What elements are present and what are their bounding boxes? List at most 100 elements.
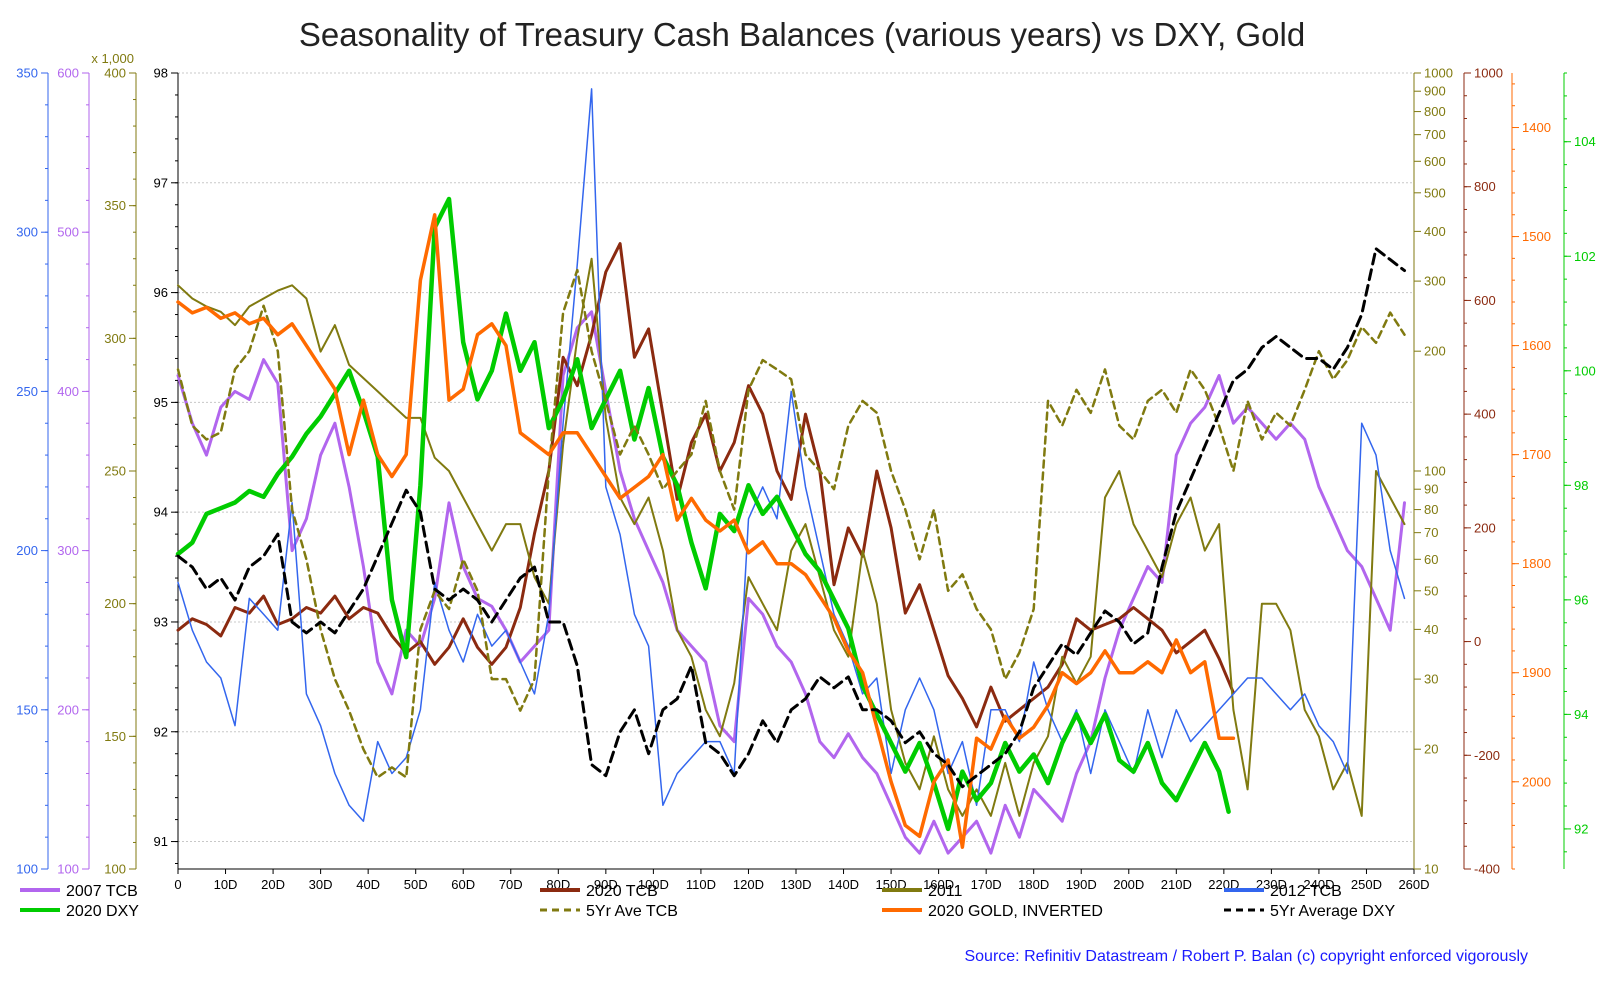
x-tick-label: 200D: [1113, 877, 1144, 892]
x-tick-label: 100D: [638, 877, 669, 892]
x-tick-label: 140D: [828, 877, 859, 892]
legend-label: 2011: [928, 883, 963, 900]
tcb_2007-tick-label: 600: [57, 66, 79, 81]
gold_2020_inverted-tick-label: 1500: [1522, 229, 1551, 244]
tcb_2011-tick-label: 150: [104, 729, 126, 744]
x-tick-label: 40D: [356, 877, 380, 892]
axis-multiplier-label: x 1,000: [91, 51, 134, 66]
ave_tcb_5yr-tick-label: 100: [1424, 464, 1446, 479]
tcb_2007-tick-label: 100: [57, 862, 79, 877]
x-tick-label: 90D: [594, 877, 618, 892]
dxy_5yr-tick-label: 91: [154, 834, 168, 849]
tcb_2007-tick-label: 300: [57, 543, 79, 558]
ave_tcb_5yr-tick-label: 300: [1424, 274, 1446, 289]
x-tick-label: 120D: [733, 877, 764, 892]
ave_tcb_5yr-tick-label: 60: [1424, 552, 1438, 567]
dxy_2020-tick-label: 104: [1574, 134, 1596, 149]
tcb_2011-tick-label: 200: [104, 596, 126, 611]
tcb_2011-tick-label: 300: [104, 331, 126, 346]
ave_tcb_5yr-tick-label: 600: [1424, 154, 1446, 169]
series-line-2020-tcb: [176, 242, 1235, 729]
tcb_2012-tick-label: 150: [16, 702, 38, 717]
gold_2020_inverted-tick-label: 1900: [1522, 665, 1551, 680]
series-line-5yr-average-dxy: [176, 247, 1406, 789]
tcb_2012-tick-label: 300: [16, 225, 38, 240]
series-line-2020-dxy: [175, 196, 1231, 832]
tcb_2007-tick-label: 500: [57, 225, 79, 240]
dxy_5yr-tick-label: 95: [154, 395, 168, 410]
x-tick-label: 110D: [686, 877, 716, 892]
gold_2020_inverted-tick-label: 1700: [1522, 447, 1551, 462]
series-layer: [175, 88, 1406, 855]
tcb_2012-tick-label: 200: [16, 543, 38, 558]
dxy_5yr-tick-label: 92: [154, 724, 168, 739]
legend-label: 2007 TCB: [66, 883, 138, 900]
x-tick-label: 210D: [1161, 877, 1192, 892]
tcb_2020-tick-label: -400: [1474, 862, 1500, 877]
ave_tcb_5yr-tick-label: 30: [1424, 672, 1438, 687]
tcb_2012-tick-label: 250: [16, 384, 38, 399]
tcb_2011-tick-label: 100: [104, 862, 126, 877]
ave_tcb_5yr-tick-label: 400: [1424, 224, 1446, 239]
x-tick-label: 240D: [1303, 877, 1334, 892]
ave_tcb_5yr-tick-label: 10: [1424, 862, 1438, 877]
ave_tcb_5yr-tick-label: 1000: [1424, 66, 1453, 81]
x-tick-label: 20D: [261, 877, 285, 892]
dxy_5yr-tick-label: 97: [154, 175, 168, 190]
grid-layer: [178, 72, 1414, 843]
x-tick-label: 170D: [971, 877, 1002, 892]
ave_tcb_5yr-tick-label: 20: [1424, 742, 1438, 757]
x-tick-label: 0: [174, 877, 181, 892]
ave_tcb_5yr-tick-label: 900: [1424, 84, 1446, 99]
gold_2020_inverted-tick-label: 1600: [1522, 338, 1551, 353]
ave_tcb_5yr-tick-label: 200: [1424, 344, 1446, 359]
x-tick-label: 10D: [214, 877, 238, 892]
tcb_2012-tick-label: 350: [16, 66, 38, 81]
dxy_2020-tick-label: 96: [1574, 592, 1588, 607]
dxy_5yr-tick-label: 93: [154, 614, 168, 629]
ave_tcb_5yr-tick-label: 80: [1424, 502, 1438, 517]
dxy_5yr-tick-label: 96: [154, 285, 168, 300]
legend-label: 2020 TCB: [586, 883, 658, 900]
chart-title: Seasonality of Treasury Cash Balances (v…: [299, 16, 1305, 53]
ave_tcb_5yr-tick-label: 40: [1424, 622, 1438, 637]
x-tick-label: 70D: [499, 877, 523, 892]
dxy_2020-tick-label: 94: [1574, 707, 1588, 722]
legend-label: 2020 GOLD, INVERTED: [928, 903, 1103, 920]
x-tick-label: 50D: [404, 877, 428, 892]
tcb_2020-tick-label: 400: [1474, 407, 1496, 422]
axes-layer: 0 10D 20D 30D 40D 50D 60D 70D 80D 90D 100D 110D 120D…: [16, 51, 1595, 892]
x-tick-label: 160D: [923, 877, 954, 892]
legend: 2007 TCB 2020 TCB 2011 2012 TCB 2020 DXY 5Yr …: [20, 883, 1395, 920]
legend-label: 5Yr Average DXY: [1270, 903, 1395, 920]
dxy_2020-tick-label: 98: [1574, 478, 1588, 493]
dxy_5yr-tick-label: 94: [154, 505, 168, 520]
tcb_2011-tick-label: 250: [104, 464, 126, 479]
series-line-2011: [177, 257, 1406, 817]
x-tick-label: 30D: [309, 877, 333, 892]
gold_2020_inverted-tick-label: 1400: [1522, 120, 1551, 135]
source-note: Source: Refinitiv Datastream / Robert P.…: [964, 948, 1528, 965]
x-tick-label: 190D: [1066, 877, 1097, 892]
x-tick-label: 260D: [1398, 877, 1429, 892]
x-tick-label: 250D: [1351, 877, 1382, 892]
tcb_2020-tick-label: -200: [1474, 748, 1500, 763]
tcb_2007-tick-label: 200: [57, 702, 79, 717]
series-line-5yr-ave-tcb: [176, 268, 1406, 779]
ave_tcb_5yr-tick-label: 70: [1424, 525, 1438, 540]
legend-label: 2020 DXY: [66, 903, 139, 920]
tcb_2020-tick-label: 600: [1474, 293, 1496, 308]
tcb_2011-tick-label: 350: [104, 198, 126, 213]
x-tick-label: 180D: [1018, 877, 1049, 892]
tcb_2007-tick-label: 400: [57, 384, 79, 399]
legend-label: 5Yr Ave TCB: [586, 903, 678, 920]
ave_tcb_5yr-tick-label: 50: [1424, 583, 1438, 598]
legend-label: 2012 TCB: [1270, 883, 1342, 900]
dxy_2020-tick-label: 92: [1574, 821, 1588, 836]
ave_tcb_5yr-tick-label: 500: [1424, 185, 1446, 200]
dxy_5yr-tick-label: 98: [154, 66, 168, 81]
ave_tcb_5yr-tick-label: 90: [1424, 482, 1438, 497]
series-line-2020-gold-inverted: [176, 213, 1236, 849]
ave_tcb_5yr-tick-label: 700: [1424, 127, 1446, 142]
